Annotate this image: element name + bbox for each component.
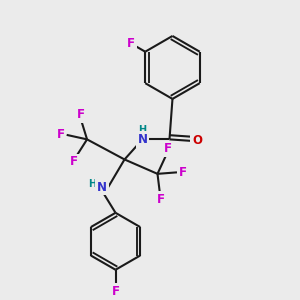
- Text: O: O: [192, 134, 202, 147]
- Text: F: F: [112, 285, 119, 298]
- Text: F: F: [179, 166, 187, 179]
- Text: F: F: [157, 193, 164, 206]
- Text: H: H: [138, 125, 147, 135]
- Text: F: F: [164, 142, 172, 155]
- Text: H: H: [88, 179, 97, 189]
- Text: F: F: [57, 128, 65, 141]
- Text: N: N: [137, 133, 148, 146]
- Text: F: F: [77, 108, 85, 121]
- Text: F: F: [70, 155, 78, 168]
- Text: F: F: [127, 37, 135, 50]
- Text: N: N: [97, 181, 107, 194]
